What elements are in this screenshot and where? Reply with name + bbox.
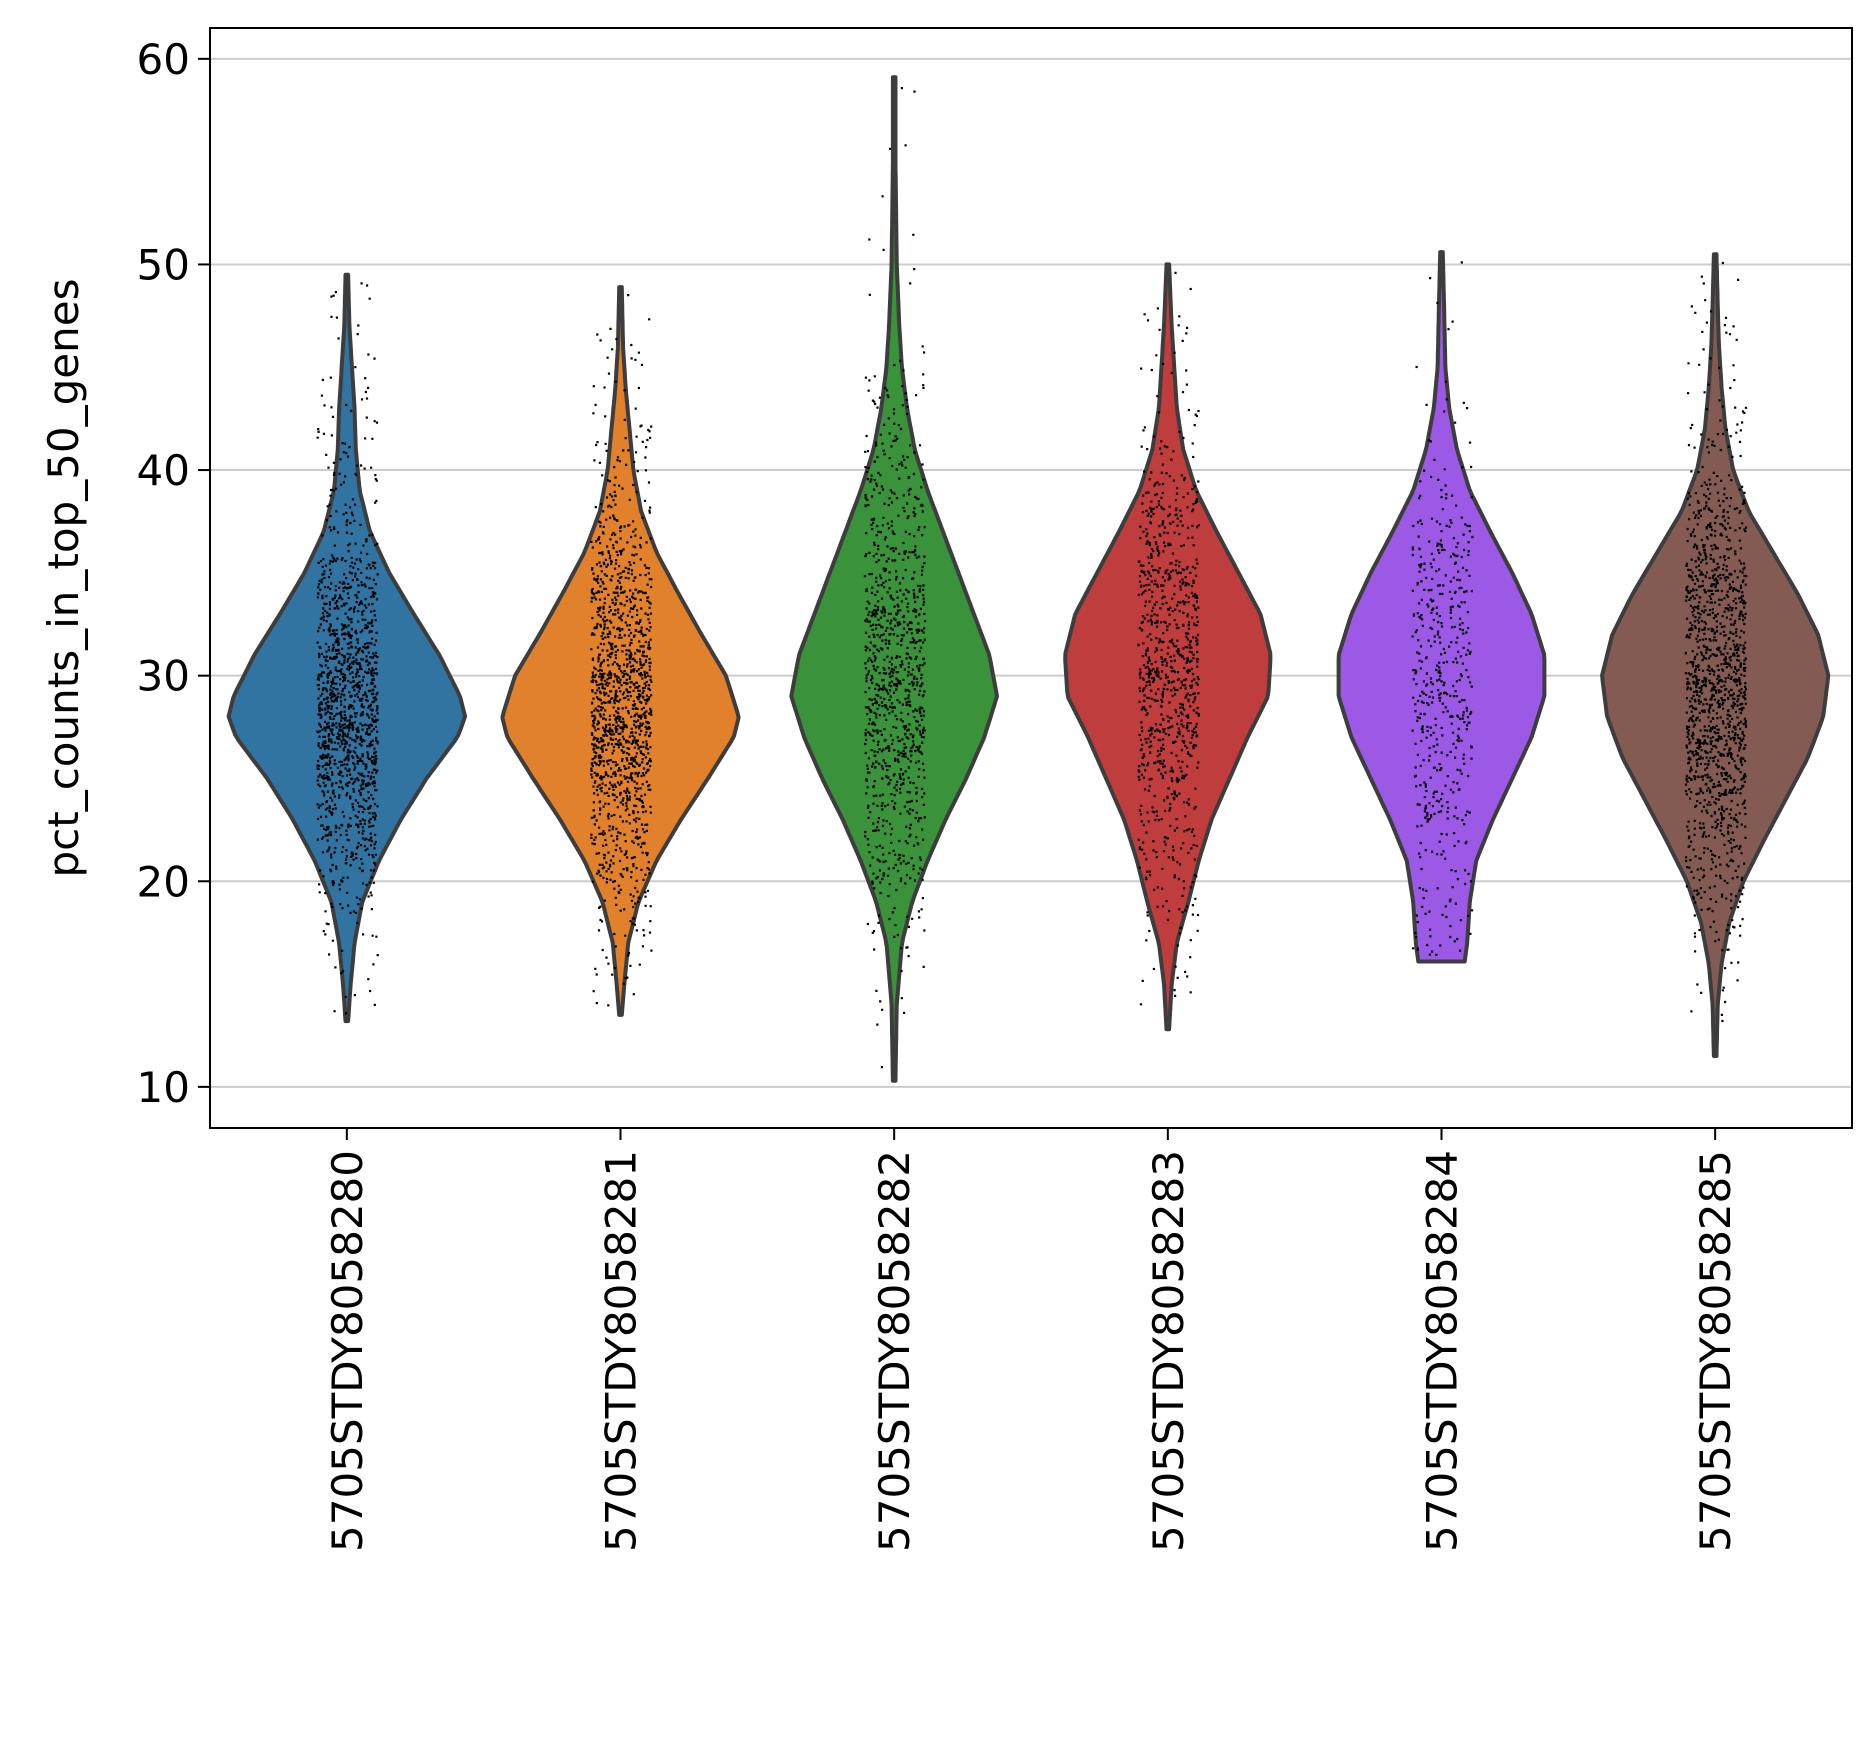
plot-frame — [209, 27, 1853, 1129]
y-tick-label: 20 — [137, 857, 190, 906]
x-tick-label: 5705STDY8058284 — [1418, 1150, 1467, 1552]
x-tick-label: 5705STDY8058281 — [597, 1150, 646, 1552]
points-5705STDY8058283 — [1137, 271, 1200, 1006]
points-5705STDY8058282 — [863, 87, 927, 1069]
violin-5705STDY8058282 — [789, 75, 999, 1083]
points-5705STDY8058281 — [590, 294, 653, 1007]
y-tick-label: 40 — [137, 446, 190, 495]
x-axis: 5705STDY8058280 5705STDY8058281 5705STDY80… — [323, 1128, 1740, 1552]
points-5705STDY8058285 — [1684, 261, 1748, 1023]
points-5705STDY8058280 — [316, 282, 379, 1015]
violin-5705STDY8058280 — [226, 272, 468, 1024]
violin-5705STDY8058281 — [500, 285, 741, 1017]
points-5705STDY8058284 — [1411, 261, 1474, 956]
y-tick-label: 30 — [137, 652, 190, 701]
y-tick-label: 60 — [137, 35, 190, 84]
x-tick-label: 5705STDY8058283 — [1144, 1150, 1193, 1552]
x-tick-label: 5705STDY8058282 — [870, 1150, 919, 1552]
violins — [226, 75, 1831, 1083]
grid-lines — [210, 57, 1852, 1088]
x-tick-label: 5705STDY8058280 — [323, 1150, 372, 1552]
x-tick-label: 5705STDY8058285 — [1691, 1150, 1740, 1552]
y-axis-label: pct_counts_in_top_50_genes — [39, 279, 88, 878]
jitter-points — [316, 87, 1748, 1069]
y-tick-label: 50 — [137, 240, 190, 289]
y-axis: 10 20 30 40 50 60 — [137, 35, 210, 1112]
violin-5705STDY8058284 — [1336, 250, 1547, 964]
y-tick-label: 10 — [137, 1063, 190, 1112]
